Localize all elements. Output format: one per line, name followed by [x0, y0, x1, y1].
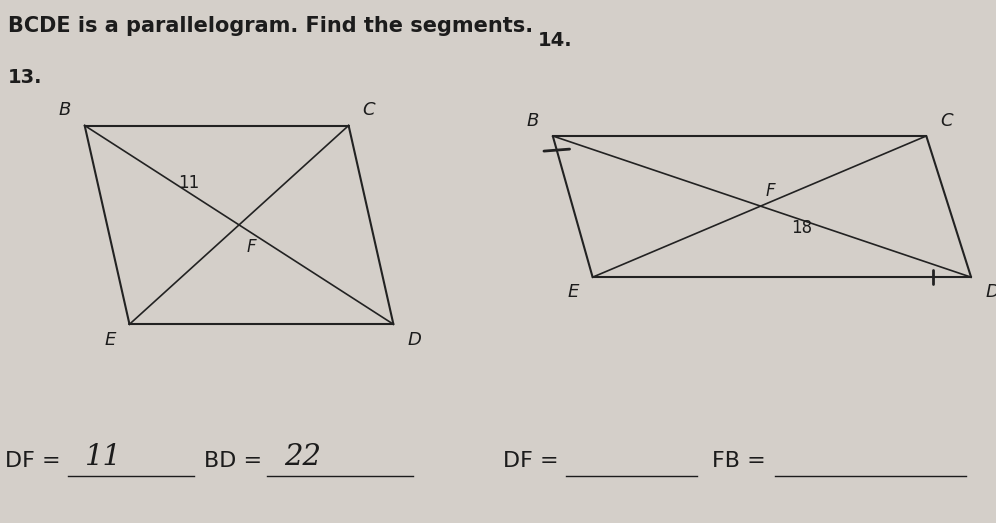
- Text: F: F: [247, 238, 257, 256]
- Text: C: C: [363, 101, 375, 119]
- Text: 22: 22: [284, 442, 321, 471]
- Text: DF =: DF =: [503, 451, 559, 471]
- Text: 11: 11: [178, 174, 200, 192]
- Text: F: F: [766, 182, 775, 200]
- Text: B: B: [527, 112, 539, 130]
- Text: 11: 11: [85, 442, 122, 471]
- Text: E: E: [105, 331, 116, 348]
- Text: BCDE is a parallelogram. Find the segments.: BCDE is a parallelogram. Find the segmen…: [8, 16, 533, 36]
- Text: 18: 18: [791, 219, 813, 236]
- Text: BD =: BD =: [204, 451, 262, 471]
- Text: C: C: [940, 112, 953, 130]
- Text: DF =: DF =: [5, 451, 61, 471]
- Text: 14.: 14.: [538, 31, 573, 50]
- Text: D: D: [985, 283, 996, 301]
- Text: D: D: [407, 331, 421, 348]
- Text: 13.: 13.: [8, 68, 43, 87]
- Text: FB =: FB =: [712, 451, 766, 471]
- Text: E: E: [568, 283, 579, 301]
- Text: B: B: [59, 101, 71, 119]
